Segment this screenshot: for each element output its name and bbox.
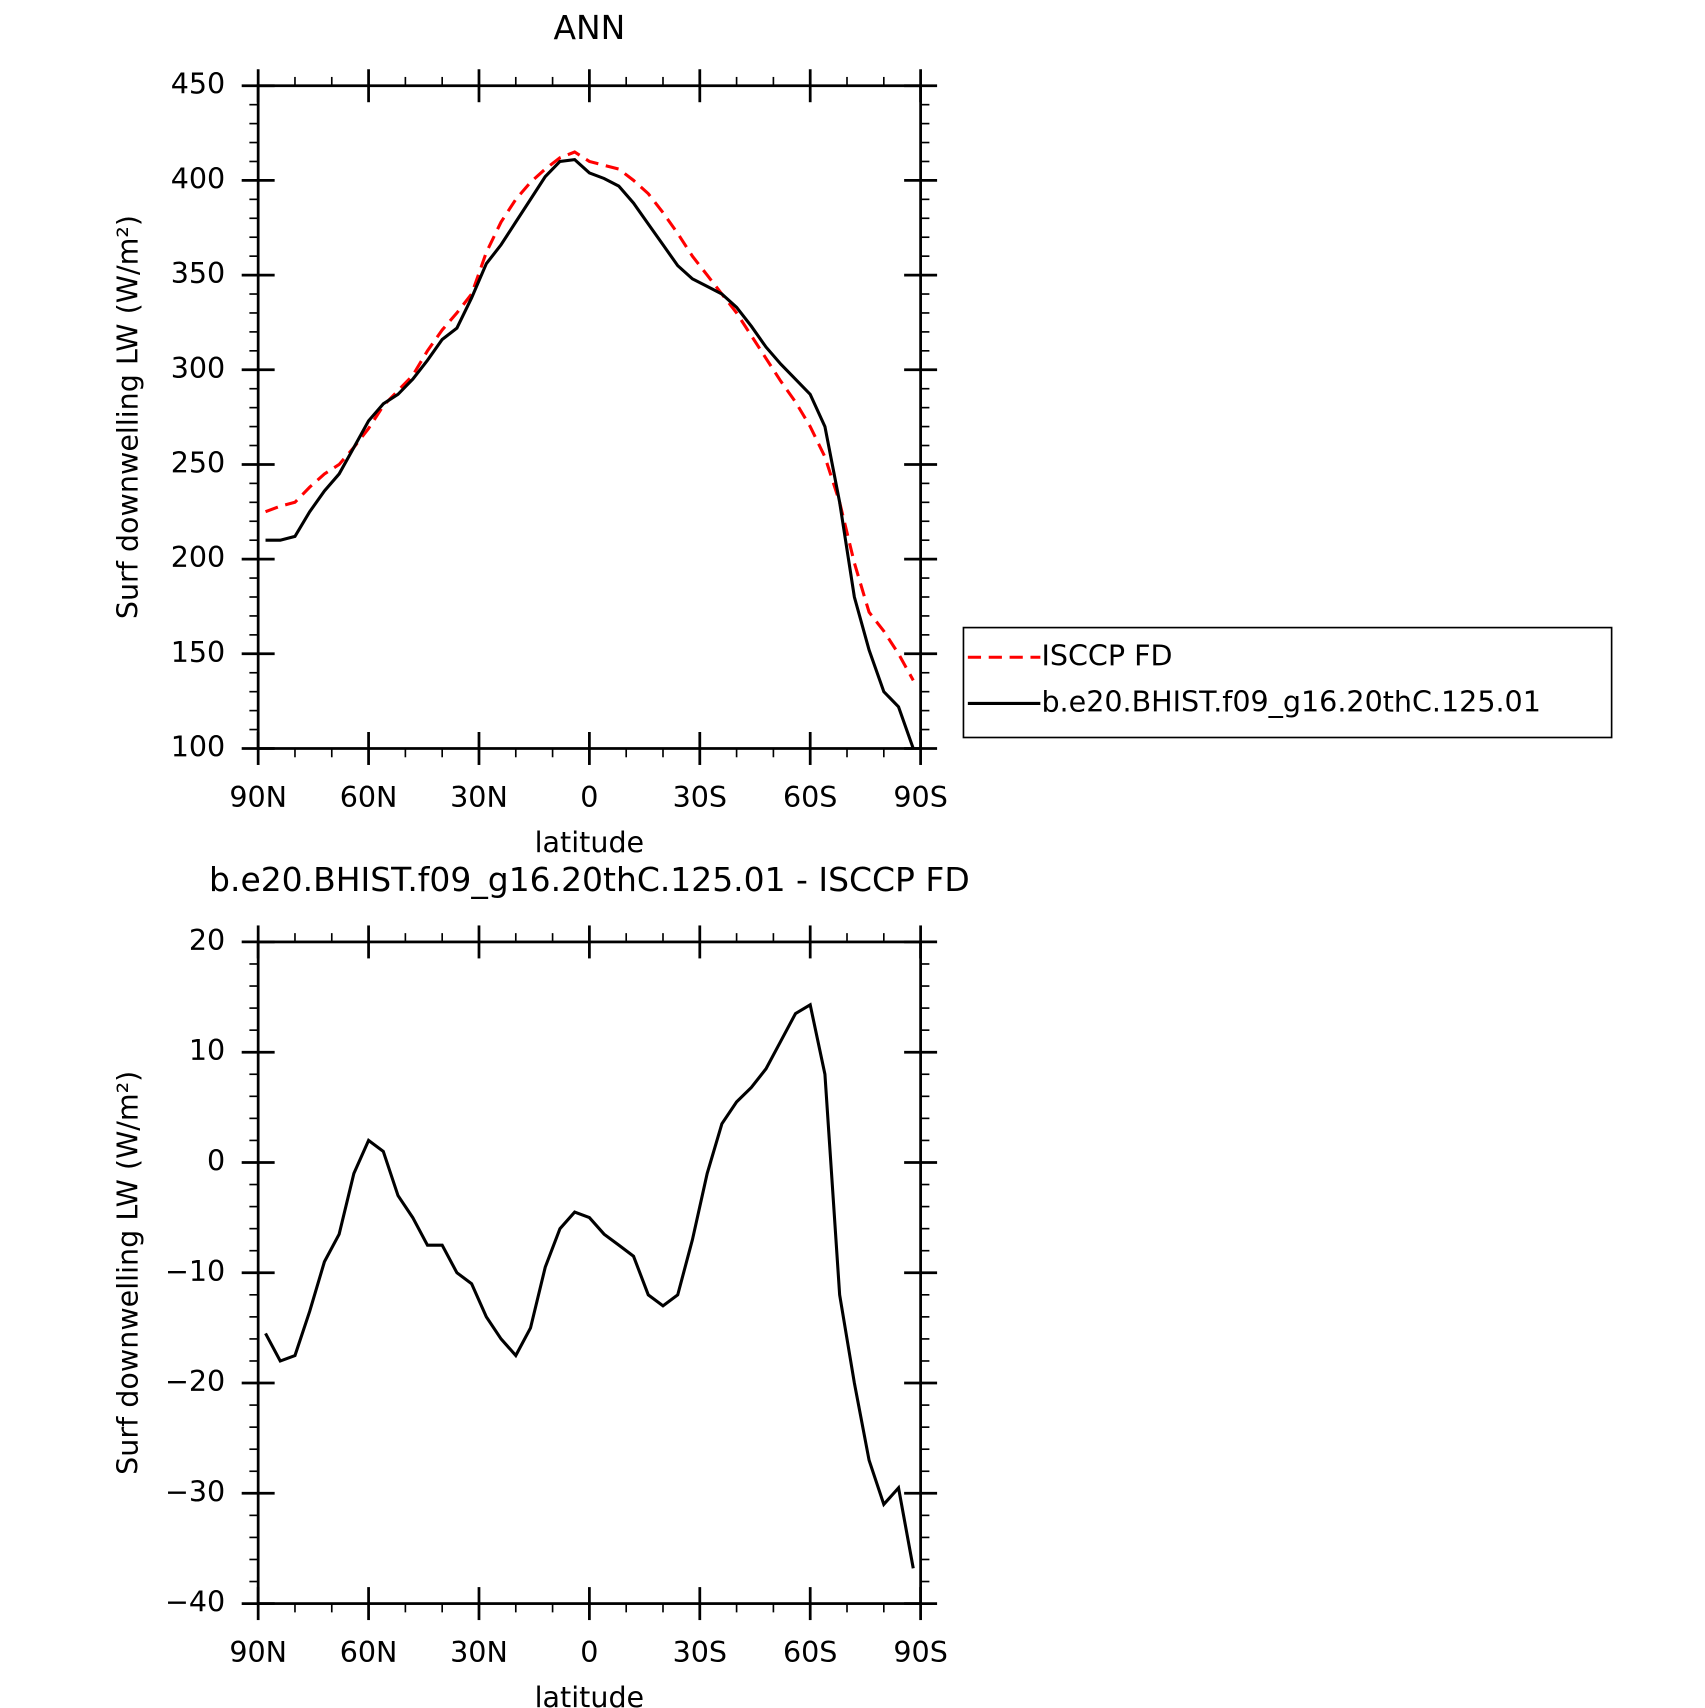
data-line [264,1002,915,1569]
data-line [264,150,915,682]
y-tick-label: 400 [171,161,225,195]
y-tick-label: −30 [165,1474,225,1508]
y-axis-label: Surf downwelling LW (W/m²) [111,1071,145,1475]
x-tick-label: 90S [893,1635,947,1669]
plot-frame [256,940,922,1605]
legend-box [962,626,1613,739]
y-tick-label: 150 [171,635,225,669]
x-tick-label: 60S [783,780,837,814]
legend-label: b.e20.BHIST.f09_g16.20thC.125.01 [1041,684,1540,718]
x-axis-label: latitude [535,825,645,859]
x-tick-label: 30S [673,780,727,814]
x-tick-label: 0 [580,1635,598,1669]
x-axis-label: latitude [535,1680,645,1708]
x-tick-label: 90S [893,780,947,814]
data-line [265,157,915,749]
y-tick-label: 350 [171,256,225,290]
x-tick-label: 60N [340,780,398,814]
y-tick-label: −20 [165,1364,225,1398]
y-tick-label: 0 [207,1143,225,1177]
x-tick-label: 30N [450,780,508,814]
y-tick-label: 10 [189,1033,225,1067]
y-tick-label: 450 [171,67,225,101]
y-tick-label: −10 [165,1254,225,1288]
y-tick-label: 200 [171,540,225,574]
y-tick-label: −40 [165,1585,225,1619]
y-tick-label: 300 [171,351,225,385]
x-tick-label: 90N [229,1635,287,1669]
y-axis-label: Surf downwelling LW (W/m²) [111,215,145,619]
x-tick-label: 0 [580,780,598,814]
y-tick-label: 100 [171,729,225,763]
x-tick-label: 90N [229,780,287,814]
chart-title: b.e20.BHIST.f09_g16.20thC.125.01 - ISCCP… [209,860,970,899]
y-tick-label: 20 [189,923,225,957]
x-tick-label: 30S [673,1635,727,1669]
legend-label: ISCCP FD [1041,638,1172,672]
x-tick-label: 60S [783,1635,837,1669]
y-tick-label: 250 [171,445,225,479]
x-tick-label: 60N [340,1635,398,1669]
chart-title: ANN [553,8,625,47]
x-tick-label: 30N [450,1635,508,1669]
